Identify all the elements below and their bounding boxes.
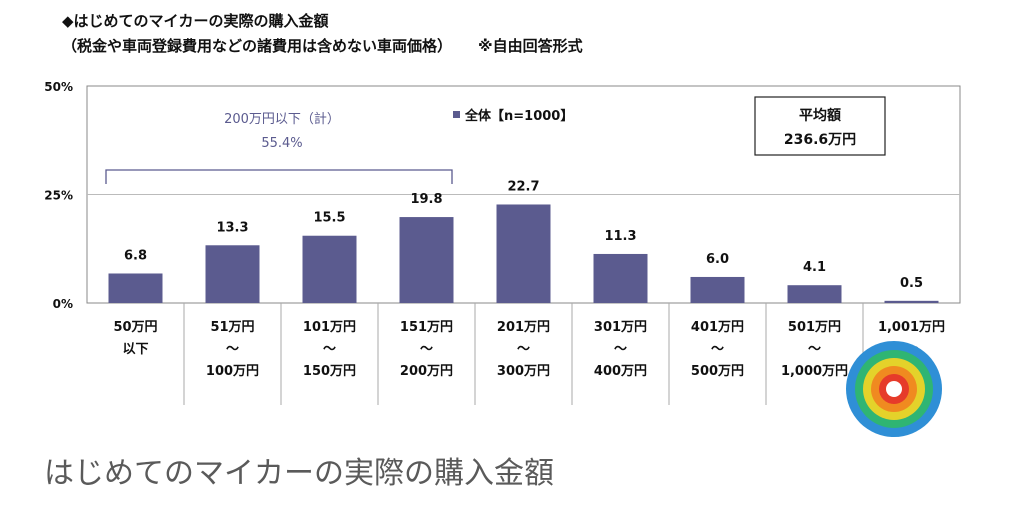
legend-label: 全体【n=1000】 bbox=[464, 108, 573, 124]
x-tick-label: 100万円 bbox=[206, 364, 259, 379]
data-label: 22.7 bbox=[507, 179, 539, 194]
chart-subtitle: （税金や車両登録費用などの諸費用は含めない車両価格） ※自由回答形式 bbox=[62, 35, 583, 56]
x-tick-label: 400万円 bbox=[594, 364, 647, 379]
x-tick-label: 201万円 bbox=[497, 320, 550, 335]
bar bbox=[108, 273, 163, 303]
x-tick-label: 301万円 bbox=[594, 320, 647, 335]
bar bbox=[690, 276, 745, 303]
bar bbox=[593, 253, 648, 303]
bar bbox=[787, 285, 842, 303]
x-tick-label: 101万円 bbox=[303, 320, 356, 335]
chart-note: ※自由回答形式 bbox=[478, 37, 583, 55]
x-tick-label: 1,001万円 bbox=[878, 320, 945, 335]
x-tick-label: 51万円 bbox=[210, 320, 254, 335]
data-label: 13.3 bbox=[216, 220, 248, 235]
x-tick-label: ～ bbox=[711, 342, 724, 357]
average-label: 平均額 bbox=[799, 107, 841, 124]
x-tick-label: 1,000万円 bbox=[781, 364, 848, 379]
x-tick-label: ～ bbox=[226, 342, 239, 357]
x-tick-label: 以下 bbox=[122, 342, 148, 357]
data-label: 11.3 bbox=[604, 229, 636, 244]
data-label: 15.5 bbox=[313, 211, 345, 226]
x-tick-label: ～ bbox=[614, 342, 627, 357]
chart-title: ◆はじめてのマイカーの実際の購入金額 bbox=[62, 12, 329, 30]
bar bbox=[884, 300, 939, 303]
bracket-label: 200万円以下（計） bbox=[224, 111, 340, 127]
data-label: 4.1 bbox=[803, 260, 826, 275]
legend-swatch bbox=[453, 111, 460, 118]
bracket bbox=[105, 169, 453, 184]
average-box bbox=[754, 96, 886, 156]
x-tick-label: 150万円 bbox=[303, 364, 356, 379]
y-tick-label: 0% bbox=[53, 297, 73, 311]
x-tick-label: 500万円 bbox=[691, 364, 744, 379]
x-tick-label: 300万円 bbox=[497, 364, 550, 379]
x-tick-label: 401万円 bbox=[691, 320, 744, 335]
x-tick-label: 501万円 bbox=[788, 320, 841, 335]
x-tick-label: ～ bbox=[808, 342, 821, 357]
x-tick-label: 200万円 bbox=[400, 364, 453, 379]
chart-subtitle-text: （税金や車両登録費用などの諸費用は含めない車両価格） bbox=[62, 37, 453, 55]
data-label: 19.8 bbox=[410, 192, 442, 207]
bar bbox=[302, 235, 357, 303]
data-label: 0.5 bbox=[900, 276, 923, 291]
bracket-value: 55.4% bbox=[261, 136, 302, 151]
x-tick-label: ～ bbox=[517, 342, 530, 357]
page-caption: はじめてのマイカーの実際の購入金額 bbox=[44, 456, 554, 491]
x-tick-label: 151万円 bbox=[400, 320, 453, 335]
bar bbox=[399, 217, 454, 303]
bar bbox=[496, 204, 551, 303]
x-tick-label: 50万円 bbox=[113, 320, 157, 335]
y-tick-label: 50% bbox=[44, 80, 73, 94]
spinner-icon bbox=[886, 381, 902, 397]
data-label: 6.8 bbox=[124, 248, 147, 263]
x-tick-label: ～ bbox=[420, 342, 433, 357]
bar bbox=[205, 245, 260, 303]
average-value: 236.6万円 bbox=[784, 132, 856, 148]
x-tick-label: ～ bbox=[323, 342, 336, 357]
y-tick-label: 25% bbox=[44, 189, 73, 203]
data-label: 6.0 bbox=[706, 252, 729, 267]
